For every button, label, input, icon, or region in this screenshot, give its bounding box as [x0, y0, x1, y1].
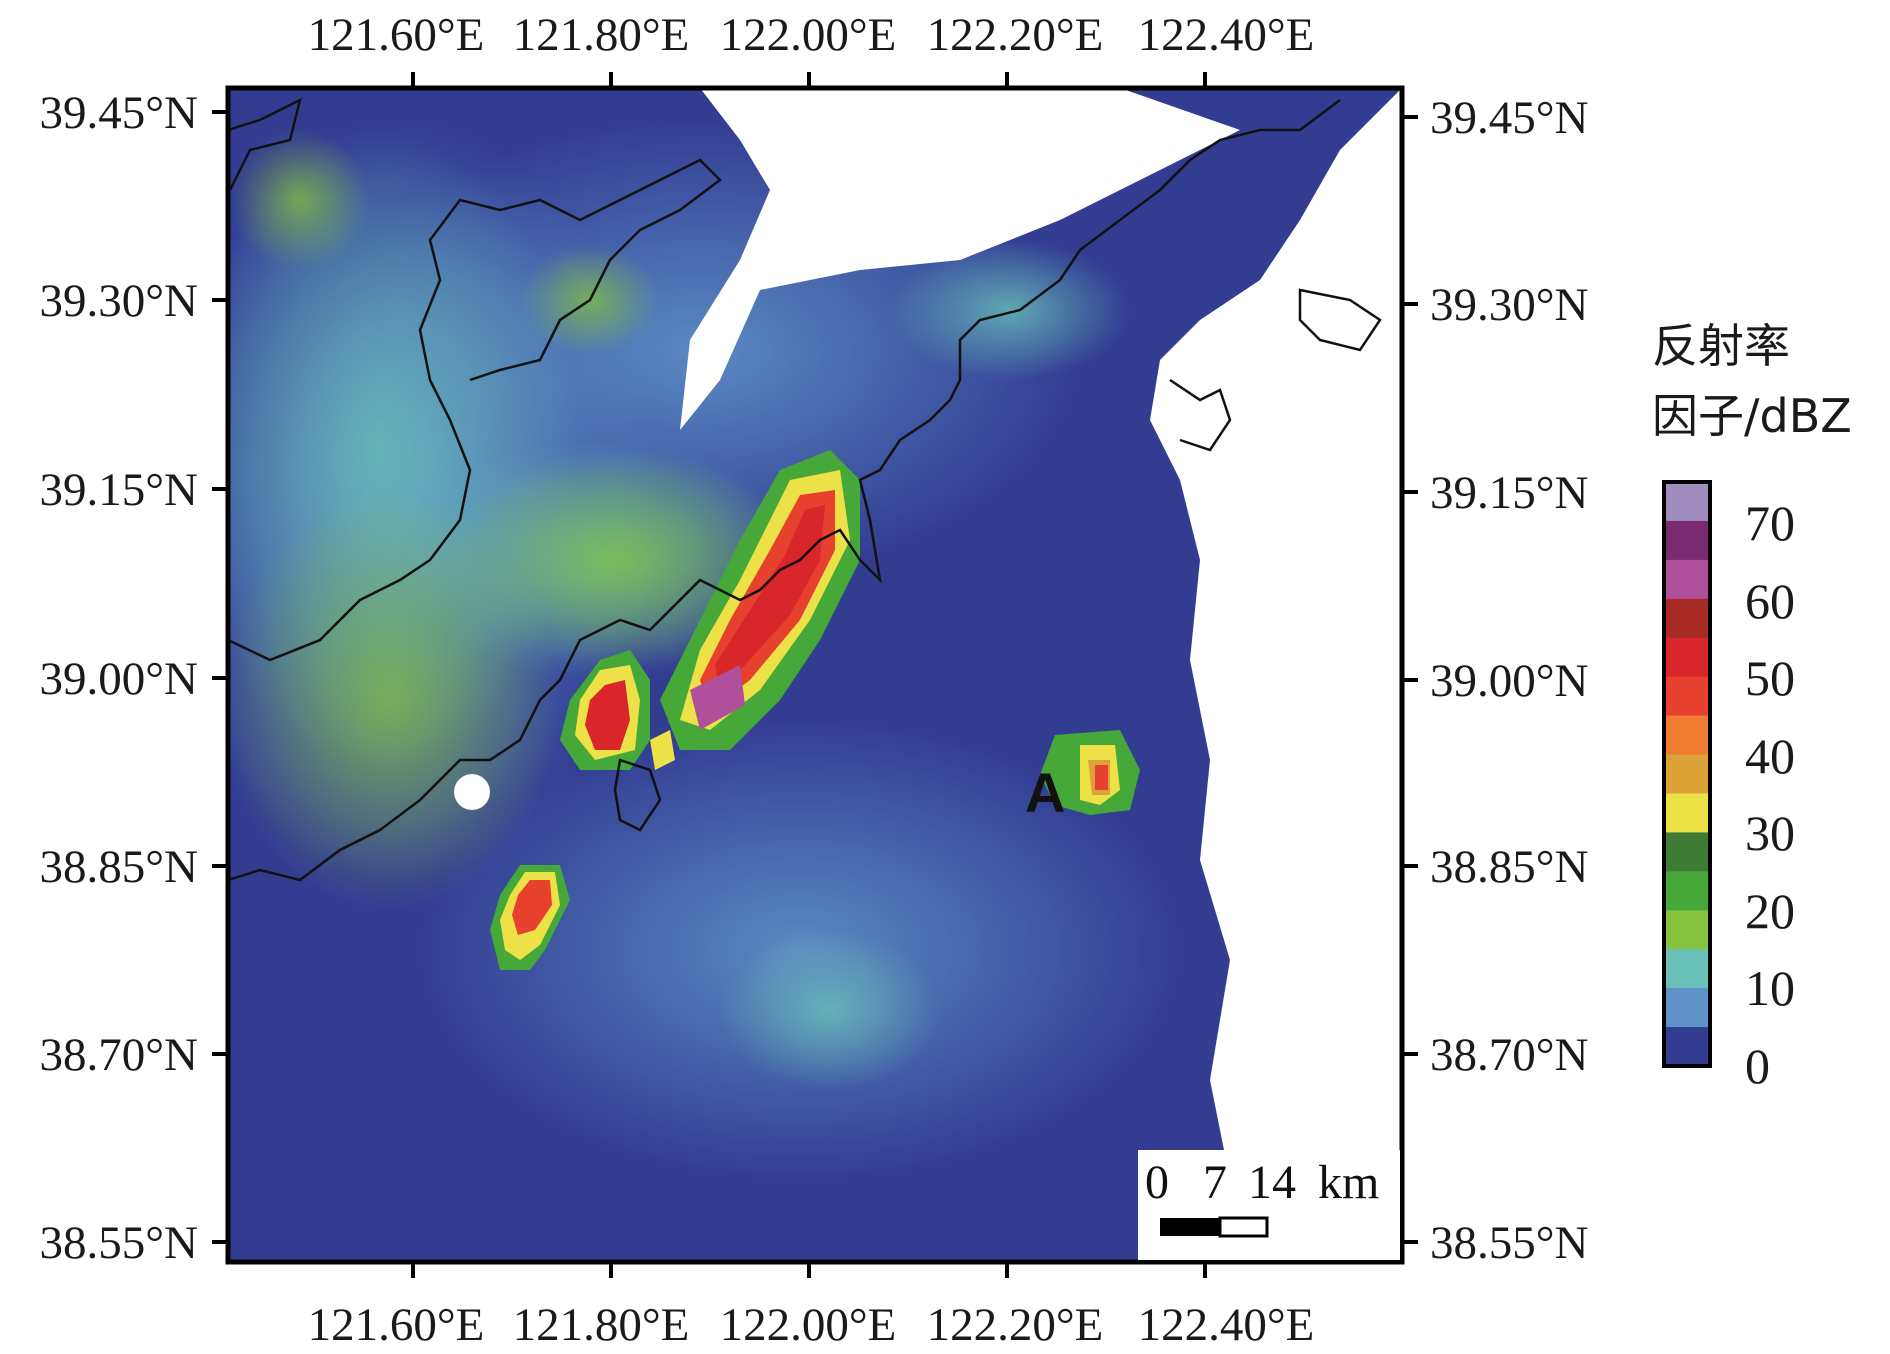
legend-swatch-8 — [1664, 754, 1710, 795]
scale-bar-label-7: 7 — [1203, 1156, 1227, 1209]
legend-swatch-9 — [1664, 793, 1710, 833]
legend-title-line1: 反射率 — [1652, 319, 1790, 373]
scale-bar-segment-black — [1160, 1218, 1220, 1236]
left-axis-label-7: 38.55°N — [40, 1217, 199, 1269]
legend-value-50: 50 — [1745, 650, 1795, 706]
legend-swatch-10 — [1664, 832, 1710, 872]
right-axis-label-1: 39.45°N — [1430, 92, 1589, 144]
bottom-axis — [411, 1262, 1207, 1278]
bottom-axis-label-3: 122.00°E — [720, 1299, 897, 1351]
legend-swatch-1 — [1664, 482, 1710, 522]
scale-bar-label-0: 0 — [1145, 1156, 1169, 1209]
top-axis-label-3: 122.00°E — [720, 9, 897, 61]
no-data-area-east — [1150, 88, 1402, 1262]
legend-swatch-13 — [1664, 949, 1710, 989]
legend-value-60: 60 — [1745, 573, 1795, 629]
left-axis-label-3: 39.15°N — [40, 464, 199, 516]
legend: 反射率 因子/dBZ 70 60 50 40 30 20 10 0 — [1652, 319, 1852, 1094]
legend-title-line2: 因子/dBZ — [1652, 389, 1852, 443]
legend-swatch-11 — [1664, 871, 1710, 911]
legend-value-40: 40 — [1745, 728, 1795, 784]
legend-value-70: 70 — [1745, 495, 1795, 551]
left-axis-label-2: 39.30°N — [40, 275, 199, 327]
map-frame — [225, 85, 1405, 1265]
left-axis-label-4: 39.00°N — [40, 653, 199, 705]
scale-bar: 0 7 14 km — [1138, 1150, 1400, 1260]
coastline — [228, 97, 1382, 882]
legend-swatch-3 — [1664, 559, 1710, 600]
scale-bar-unit: km — [1318, 1156, 1379, 1209]
right-axis-label-3: 39.15°N — [1430, 467, 1589, 519]
legend-swatch-14 — [1664, 988, 1710, 1028]
legend-value-30: 30 — [1745, 805, 1795, 861]
legend-swatch-15 — [1664, 1027, 1710, 1067]
scale-bar-segment-white — [1218, 1216, 1269, 1238]
right-axis-label-6: 38.70°N — [1430, 1029, 1589, 1081]
radar-center-gap — [454, 774, 490, 810]
bottom-axis-label-1: 121.60°E — [308, 1299, 485, 1351]
left-axis-label-5: 38.85°N — [40, 841, 199, 893]
bottom-axis-label-5: 122.40°E — [1138, 1299, 1315, 1351]
right-axis-label-5: 38.85°N — [1430, 841, 1589, 893]
legend-swatch-2 — [1664, 520, 1710, 561]
right-axis — [1402, 115, 1418, 1244]
legend-swatch-7 — [1664, 715, 1710, 756]
top-axis-label-2: 121.80°E — [513, 9, 690, 61]
bottom-axis-label-2: 121.80°E — [513, 1299, 690, 1351]
top-axis-label-5: 122.40°E — [1138, 9, 1315, 61]
radar-reflectivity-field — [228, 88, 1402, 1262]
legend-value-0: 0 — [1745, 1038, 1770, 1094]
legend-swatch-6 — [1664, 676, 1710, 717]
top-axis-label-4: 122.20°E — [927, 9, 1104, 61]
top-axis-label-1: 121.60°E — [308, 9, 485, 61]
storm-cell-marker-a: A — [1025, 761, 1065, 824]
left-axis — [212, 110, 228, 1244]
legend-swatch-12 — [1664, 910, 1710, 950]
scale-bar-label-14: 14 — [1248, 1156, 1296, 1209]
legend-colorbar — [1664, 482, 1710, 1067]
no-data-area-north — [680, 88, 1240, 430]
left-axis-label-6: 38.70°N — [40, 1029, 199, 1081]
right-axis-label-7: 38.55°N — [1430, 1217, 1589, 1269]
left-axis-label-1: 39.45°N — [40, 87, 199, 139]
right-axis-label-2: 39.30°N — [1430, 279, 1589, 331]
legend-swatch-4 — [1664, 598, 1710, 639]
bottom-axis-label-4: 122.20°E — [927, 1299, 1104, 1351]
legend-swatch-5 — [1664, 637, 1710, 678]
legend-colorbar-frame — [1662, 480, 1712, 1068]
legend-value-10: 10 — [1745, 960, 1795, 1016]
right-axis-label-4: 39.00°N — [1430, 655, 1589, 707]
top-axis — [411, 72, 1207, 88]
legend-value-20: 20 — [1745, 883, 1795, 939]
